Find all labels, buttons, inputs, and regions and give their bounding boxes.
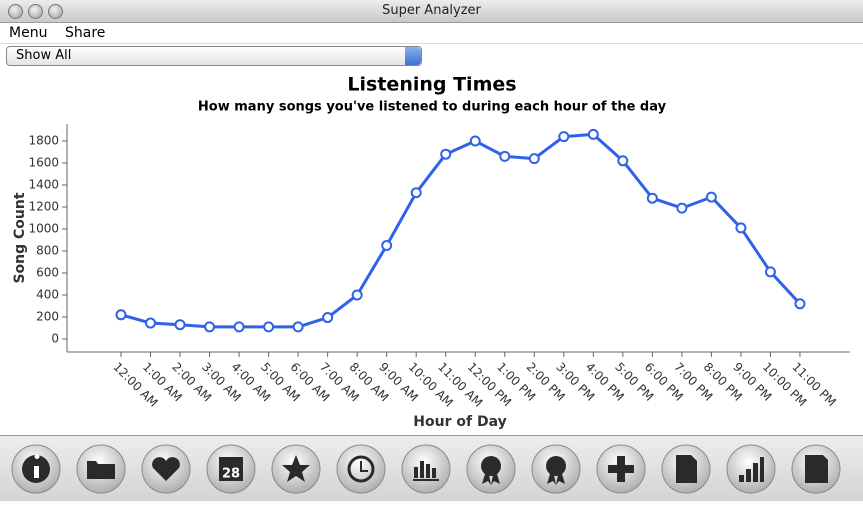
data-point	[351, 289, 363, 301]
data-point	[469, 135, 481, 147]
data-point	[705, 191, 717, 203]
info-button[interactable]	[11, 444, 61, 494]
icon	[608, 456, 634, 482]
x-axis-label: Hour of Day	[413, 414, 506, 430]
chart: Listening Times How many songs you've li…	[12, 74, 850, 430]
icon	[219, 457, 243, 481]
y-tick-label: 600	[36, 266, 59, 280]
data-point	[381, 240, 393, 251]
award-button[interactable]	[466, 444, 516, 494]
y-tick-label: 1800	[28, 134, 59, 148]
icon	[34, 454, 40, 478]
bar-chart-button[interactable]	[726, 444, 776, 494]
icon	[347, 455, 375, 483]
data-point	[676, 202, 688, 214]
y-tick-label: 1000	[28, 222, 59, 236]
heart-button[interactable]	[141, 444, 191, 494]
data-point	[499, 150, 511, 162]
data-point	[794, 298, 806, 310]
data-point	[764, 266, 776, 278]
icon	[413, 461, 439, 481]
data-point	[558, 131, 570, 143]
close-button[interactable]	[8, 4, 23, 19]
icon	[481, 456, 501, 476]
y-tick-label: 800	[36, 244, 59, 258]
y-tick-label: 1600	[28, 156, 59, 170]
title-bar: Super Analyzer	[0, 0, 863, 23]
award-button[interactable]	[531, 444, 581, 494]
data-point	[263, 321, 275, 333]
y-tick-label: 1400	[28, 178, 59, 192]
data-point	[115, 309, 127, 321]
icon	[739, 457, 764, 482]
y-tick-label: 400	[36, 288, 59, 302]
data-point	[174, 319, 186, 331]
zoom-button[interactable]	[48, 4, 63, 19]
clock-button[interactable]	[336, 444, 386, 494]
icon	[152, 457, 180, 481]
data-line	[120, 132, 802, 329]
document-button[interactable]	[661, 444, 711, 494]
data-point	[322, 312, 334, 324]
minimize-button[interactable]	[28, 4, 43, 19]
folder-button[interactable]	[76, 444, 126, 494]
data-point	[292, 321, 304, 333]
dropdown-arrow	[405, 47, 421, 65]
equalizer-button[interactable]	[401, 444, 451, 494]
icon	[87, 461, 115, 479]
data-point	[587, 128, 599, 140]
data-point	[617, 155, 629, 167]
filter-dropdown[interactable]: Show All	[6, 46, 422, 66]
calendar-button[interactable]: 28	[206, 444, 256, 494]
toolbar-icons: 28	[11, 444, 841, 494]
data-point	[410, 187, 422, 199]
calendar-day: 28	[222, 467, 240, 482]
icon	[482, 474, 500, 485]
icon	[805, 455, 828, 483]
dropdown-value: Show All	[16, 48, 72, 63]
data-point	[233, 321, 245, 333]
menu-bar: Menu Share	[0, 23, 863, 44]
icon	[676, 455, 697, 483]
y-tick-label: 1200	[28, 200, 59, 214]
icon	[360, 461, 368, 472]
y-axis-label: Song Count	[12, 192, 28, 283]
data-point	[204, 321, 216, 333]
toolbar: 28	[0, 435, 863, 501]
y-tick-label: 0	[51, 332, 59, 346]
chart-subtitle: How many songs you've listened to during…	[198, 100, 667, 115]
font-button[interactable]	[791, 444, 841, 494]
y-tick-label: 200	[36, 310, 59, 324]
icon	[282, 455, 310, 482]
menu-item[interactable]: Menu	[9, 25, 48, 41]
window-title: Super Analyzer	[382, 3, 481, 18]
data-point	[440, 148, 452, 160]
menu-item[interactable]: Share	[65, 25, 106, 41]
data-point	[145, 317, 157, 329]
icon	[547, 474, 565, 485]
data-point	[646, 192, 658, 204]
plus-button[interactable]	[596, 444, 646, 494]
data-point	[735, 222, 747, 234]
icon	[546, 456, 566, 476]
chart-title: Listening Times	[347, 74, 516, 96]
star-button[interactable]	[271, 444, 321, 494]
data-point	[528, 153, 540, 165]
